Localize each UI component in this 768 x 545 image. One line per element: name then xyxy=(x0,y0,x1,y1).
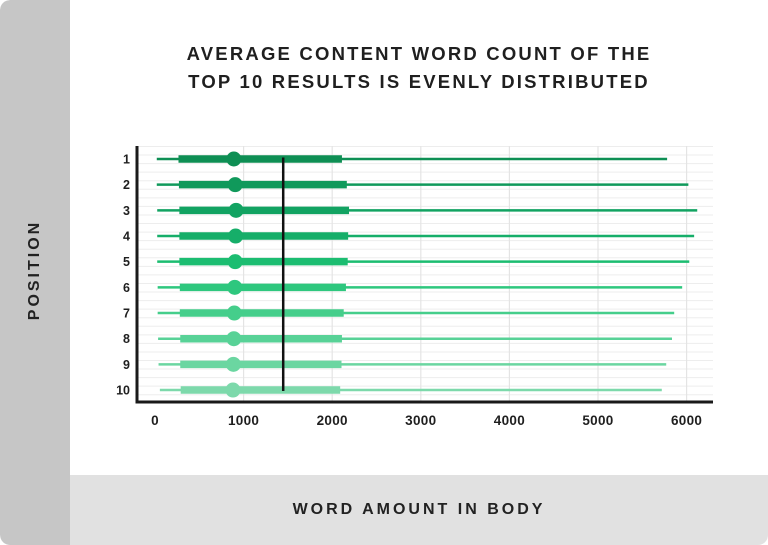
mean-dot xyxy=(226,151,242,167)
x-tick-label: 5000 xyxy=(582,413,613,428)
mean-dot xyxy=(226,331,242,347)
x-tick-label: 3000 xyxy=(405,413,436,428)
mean-dot xyxy=(226,305,242,321)
y-axis-title: POSITION xyxy=(26,219,43,321)
mean-dot xyxy=(228,202,244,218)
x-tick-label: 6000 xyxy=(671,413,702,428)
mean-dot xyxy=(227,177,243,193)
x-axis-title: WORD AMOUNT IN BODY xyxy=(292,501,546,518)
x-tick-label: 4000 xyxy=(494,413,525,428)
chart-title-line2: TOP 10 RESULTS IS EVENLY DISTRIBUTED xyxy=(188,71,650,92)
mean-dot xyxy=(225,356,241,372)
y-tick-label: 7 xyxy=(123,307,130,321)
boxplot-chart: 1 2 3 4 5 6 7 8 9 10 0 1000 2000 3000 4000 5000 6000 xyxy=(116,146,713,428)
chart-title-line1: AVERAGE CONTENT WORD COUNT OF THE xyxy=(186,43,652,64)
y-tick-label: 9 xyxy=(123,358,130,372)
y-axis-panel: POSITION xyxy=(0,0,70,545)
x-axis-panel: WORD AMOUNT IN BODY xyxy=(70,475,768,545)
chart-area: AVERAGE CONTENT WORD COUNT OF THE TOP 10… xyxy=(70,0,768,475)
y-tick-label: 3 xyxy=(123,204,130,218)
x-tick-label: 2000 xyxy=(317,413,348,428)
mean-dot xyxy=(228,228,244,244)
y-tick-label: 6 xyxy=(123,281,130,295)
chart-title: AVERAGE CONTENT WORD COUNT OF THE TOP 10… xyxy=(70,40,768,96)
y-tick-label: 4 xyxy=(123,230,130,244)
x-tick-label: 0 xyxy=(151,413,159,428)
y-tick-label: 8 xyxy=(123,332,130,346)
y-tick-label: 1 xyxy=(123,153,130,167)
mean-dot xyxy=(225,382,241,398)
y-tick-label: 10 xyxy=(116,384,130,398)
mean-dot xyxy=(227,254,243,270)
mean-dot xyxy=(227,279,243,295)
y-tick-label: 2 xyxy=(123,178,130,192)
x-tick-label: 1000 xyxy=(228,413,259,428)
y-tick-label: 5 xyxy=(123,255,130,269)
